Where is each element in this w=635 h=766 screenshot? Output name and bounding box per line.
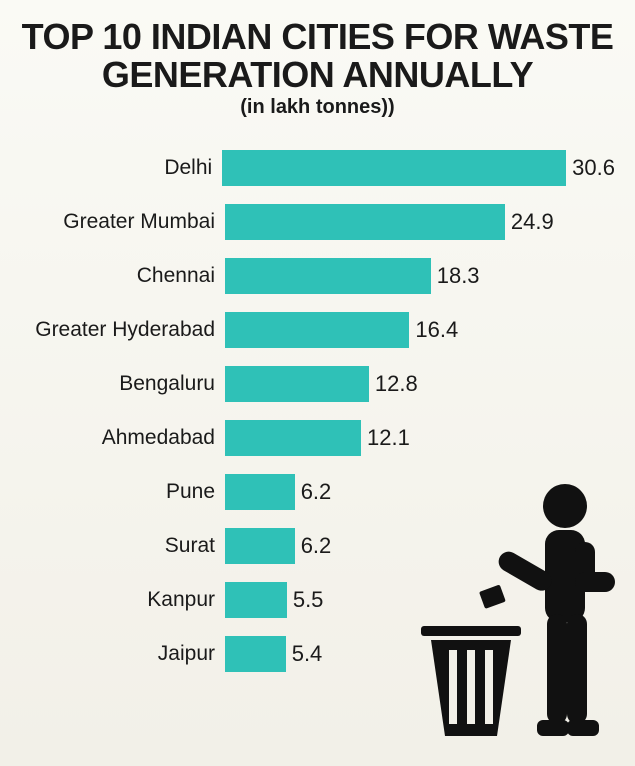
bar	[222, 150, 566, 186]
bar-label: Bengaluru	[30, 372, 225, 396]
title-line-1: TOP 10 INDIAN CITIES FOR WASTE	[22, 16, 614, 57]
bar-value: 6.2	[301, 533, 332, 559]
bar	[225, 474, 295, 510]
bar-row: Chennai 18.3	[30, 249, 615, 303]
bar-value: 24.9	[511, 209, 554, 235]
title-line-2: GENERATION ANNUALLY	[102, 54, 533, 95]
bar-row: Greater Mumbai 24.9	[30, 195, 615, 249]
bar	[225, 204, 505, 240]
bar-value: 18.3	[437, 263, 480, 289]
bar-cell: 12.1	[225, 411, 615, 465]
bar-label: Greater Hyderabad	[30, 318, 225, 342]
bar-label: Pune	[30, 480, 225, 504]
bar	[225, 258, 431, 294]
bar-label: Surat	[30, 534, 225, 558]
bar-value: 5.5	[293, 587, 324, 613]
bar-row: Ahmedabad 12.1	[30, 411, 615, 465]
bar-row: Bengaluru 12.8	[30, 357, 615, 411]
bar-cell: 12.8	[225, 357, 615, 411]
bar-label: Greater Mumbai	[30, 210, 225, 234]
bar-value: 12.1	[367, 425, 410, 451]
chart-subtitle: (in lakh tonnes))	[20, 96, 615, 119]
person-throwing-trash-icon	[417, 474, 617, 754]
bar-cell: 24.9	[225, 195, 615, 249]
bar-value: 30.6	[572, 155, 615, 181]
bar-label: Kanpur	[30, 588, 225, 612]
bar-value: 6.2	[301, 479, 332, 505]
bar	[225, 636, 286, 672]
bar	[225, 366, 369, 402]
chart-title: TOP 10 INDIAN CITIES FOR WASTE GENERATIO…	[20, 18, 615, 94]
bar-label: Ahmedabad	[30, 426, 225, 450]
bar	[225, 312, 409, 348]
bar-row: Delhi 30.6	[30, 141, 615, 195]
bar-cell: 16.4	[225, 303, 615, 357]
bar-cell: 30.6	[222, 141, 615, 195]
bar-row: Greater Hyderabad 16.4	[30, 303, 615, 357]
bar-label: Jaipur	[30, 642, 225, 666]
bar-value: 16.4	[415, 317, 458, 343]
bar	[225, 420, 361, 456]
bar	[225, 582, 287, 618]
bar-label: Delhi	[30, 156, 222, 180]
bar	[225, 528, 295, 564]
bar-value: 12.8	[375, 371, 418, 397]
bar-value: 5.4	[292, 641, 323, 667]
bar-cell: 18.3	[225, 249, 615, 303]
bar-label: Chennai	[30, 264, 225, 288]
